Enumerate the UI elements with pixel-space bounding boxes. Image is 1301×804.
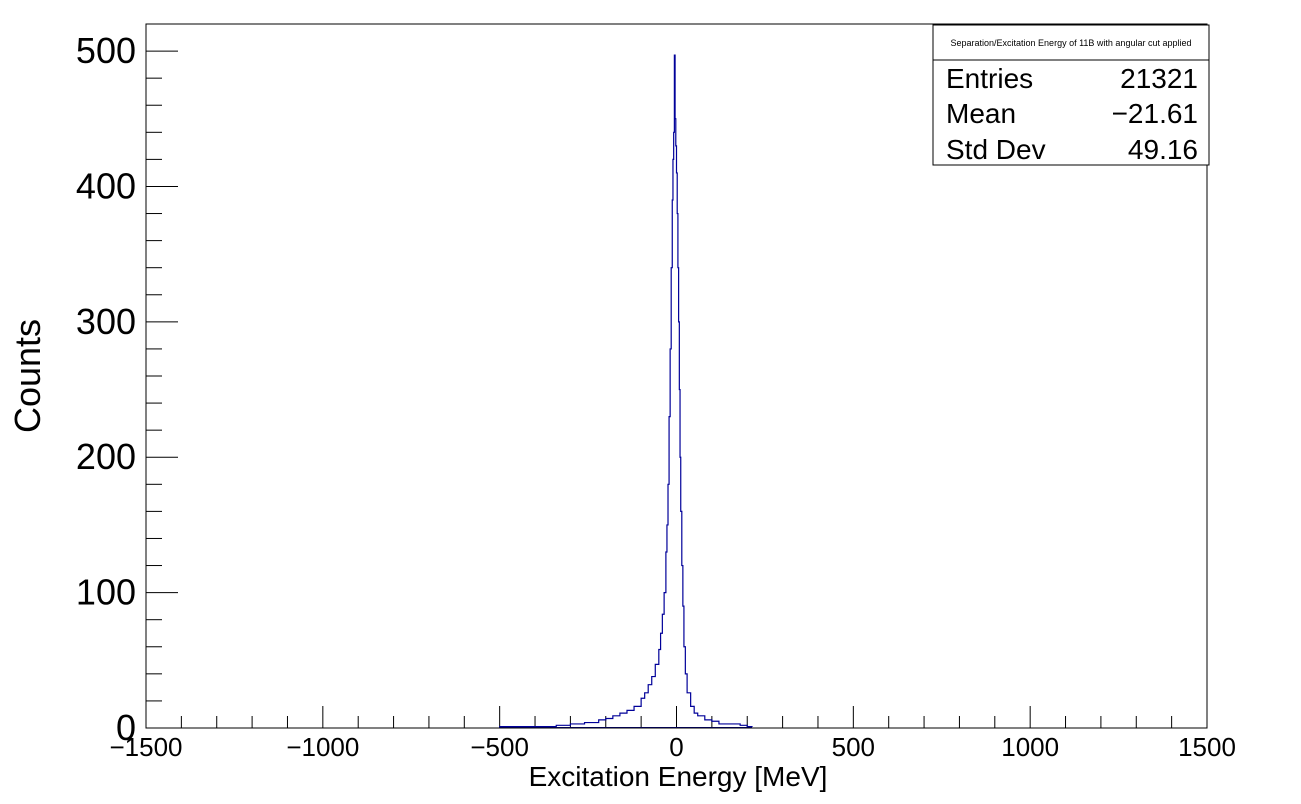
x-tick-label: 1500 (1178, 732, 1236, 762)
stats-box: Separation/Excitation Energy of 11B with… (932, 24, 1210, 166)
histogram-series-line (499, 54, 753, 729)
stats-entries-value: 21321 (1120, 63, 1198, 94)
stats-entries-label: Entries (946, 63, 1033, 94)
x-tick-label: −500 (470, 732, 529, 762)
stats-box-title: Separation/Excitation Energy of 11B with… (951, 38, 1192, 48)
x-tick-label: −1500 (109, 732, 182, 762)
y-tick-label: 500 (76, 30, 136, 71)
plot-frame (145, 23, 1208, 729)
y-tick-label: 0 (116, 707, 136, 748)
x-tick-label: 0 (669, 732, 683, 762)
stats-mean-value: −21.61 (1112, 98, 1198, 129)
y-axis-label: Counts (7, 319, 48, 433)
y-tick-label: 100 (76, 572, 136, 613)
stats-stddev-label: Std Dev (946, 134, 1046, 165)
y-tick-label: 200 (76, 436, 136, 477)
stats-mean-label: Mean (946, 98, 1016, 129)
y-tick-label: 300 (76, 301, 136, 342)
x-tick-label: 500 (832, 732, 875, 762)
stats-box-frame (932, 24, 1210, 166)
x-tick-label: −1000 (286, 732, 359, 762)
axes-layer: −1500 −1000 −500 0 500 1000 1500 0 100 200 300 400 5… (76, 23, 1236, 762)
x-axis-label: Excitation Energy [MeV] (529, 761, 828, 792)
x-tick-label: 1000 (1001, 732, 1059, 762)
stats-stddev-value: 49.16 (1128, 134, 1198, 165)
y-tick-label: 400 (76, 165, 136, 206)
